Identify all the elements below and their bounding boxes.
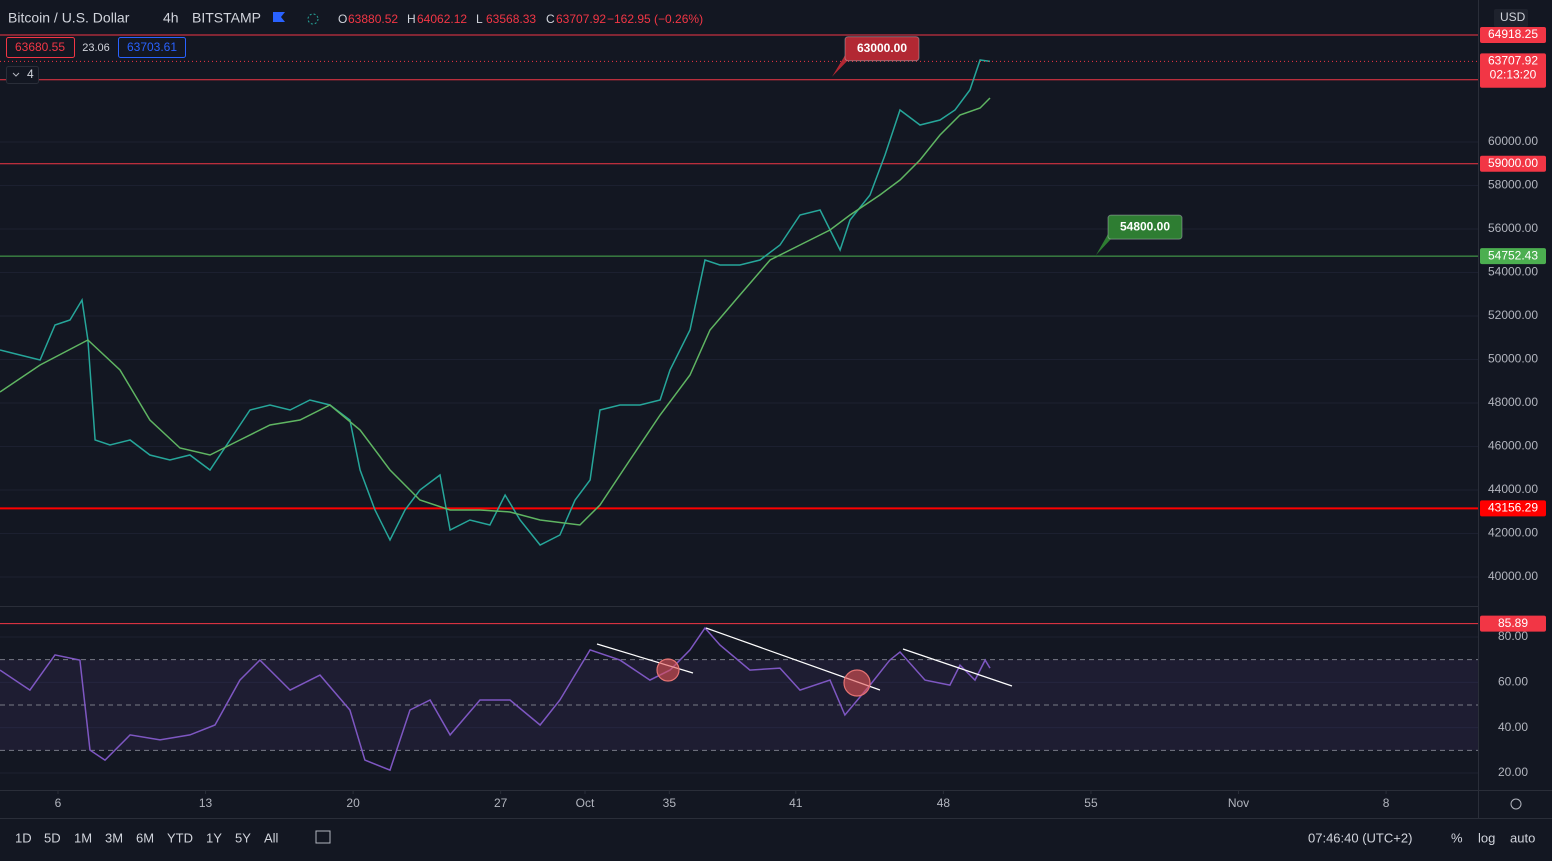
price-label: 64918.25 xyxy=(1488,27,1538,41)
y-tick-label: 20.00 xyxy=(1498,765,1528,779)
ohlc-key: O xyxy=(338,12,347,26)
clock: 07:46:40 (UTC+2) xyxy=(1308,830,1412,845)
y-tick-label: 44000.00 xyxy=(1488,482,1538,496)
range-button[interactable]: 5D xyxy=(44,830,61,845)
callout-label: 54800.00 xyxy=(1120,219,1170,233)
x-tick-label: 13 xyxy=(199,796,213,810)
change: −162.95 (−0.26%) xyxy=(607,12,703,26)
series-line xyxy=(0,97,991,526)
callout-box xyxy=(1107,214,1183,240)
y-tick-label: 46000.00 xyxy=(1488,439,1538,453)
trendline xyxy=(902,648,1013,687)
callout-box xyxy=(844,36,920,62)
x-tick-label: 41 xyxy=(789,796,803,810)
highlight xyxy=(656,658,680,682)
price-label: 85.89 xyxy=(1498,616,1528,630)
y-tick-label: 40000.00 xyxy=(1488,569,1538,583)
range-button[interactable]: 5Y xyxy=(235,830,251,845)
log-toggle[interactable]: log xyxy=(1478,830,1495,845)
price-label-bg xyxy=(1480,615,1546,632)
chevron xyxy=(12,72,20,77)
y-tick-label: 60000.00 xyxy=(1488,134,1538,148)
x-tick-label: Nov xyxy=(1228,796,1249,810)
interval: 4h xyxy=(163,10,179,26)
x-tick-label: 27 xyxy=(494,796,508,810)
y-tick-label: 40.00 xyxy=(1498,720,1528,734)
x-tick-label: 48 xyxy=(937,796,951,810)
spread: 23.06 xyxy=(82,42,110,54)
series-line xyxy=(0,626,991,772)
y-tick-label: 54000.00 xyxy=(1488,265,1538,279)
range-button[interactable]: 6M xyxy=(136,830,154,845)
currency: USD xyxy=(1500,10,1526,24)
x-tick-label: 55 xyxy=(1084,796,1098,810)
y-tick-label: 60.00 xyxy=(1498,675,1528,689)
price-label: 43156.29 xyxy=(1488,501,1538,515)
series-line xyxy=(0,59,991,546)
currency-box[interactable] xyxy=(1494,9,1528,27)
flag-icon[interactable] xyxy=(273,12,285,22)
price-label-bg xyxy=(1480,500,1546,517)
y-tick-label: 50000.00 xyxy=(1488,352,1538,366)
exchange: BITSTAMP xyxy=(192,10,261,26)
ohlc-value: 63707.92 xyxy=(556,12,606,26)
callout-label: 63000.00 xyxy=(857,41,907,55)
x-tick-label: 8 xyxy=(1383,796,1390,810)
x-tick-label: 20 xyxy=(346,796,360,810)
x-tick-label: 6 xyxy=(55,796,62,810)
price-label-bg xyxy=(1480,155,1546,172)
ohlc-value: 63880.52 xyxy=(348,12,398,26)
status-icon xyxy=(307,13,319,25)
range-button[interactable]: All xyxy=(264,830,279,845)
bid-box[interactable] xyxy=(6,37,75,58)
price-label-bg xyxy=(1480,248,1546,265)
range-button[interactable]: 1D xyxy=(15,830,32,845)
x-tick-label: 35 xyxy=(663,796,677,810)
last-price: 63707.92 xyxy=(1488,54,1538,68)
ohlc-value: 63568.33 xyxy=(486,12,536,26)
range-button[interactable]: 3M xyxy=(105,830,123,845)
settings-icon[interactable] xyxy=(1510,798,1522,810)
range-button[interactable]: 1Y xyxy=(206,830,222,845)
last-price-bg xyxy=(1480,53,1546,84)
indicator-count: 4 xyxy=(27,67,34,81)
indicator-toggle[interactable] xyxy=(6,66,39,84)
rsi-trendlines xyxy=(596,627,1013,697)
price-label: 54752.43 xyxy=(1488,248,1538,262)
range-button[interactable]: 1M xyxy=(74,830,92,845)
y-tick-label: 52000.00 xyxy=(1488,308,1538,322)
y-tick-label: 58000.00 xyxy=(1488,178,1538,192)
percent-toggle[interactable]: % xyxy=(1451,830,1463,845)
auto-toggle[interactable]: auto xyxy=(1510,830,1535,845)
ask-box[interactable] xyxy=(118,37,186,58)
ask: 63703.61 xyxy=(127,40,177,54)
bid: 63680.55 xyxy=(15,40,65,54)
date-range-icon[interactable] xyxy=(315,830,331,844)
ohlc-value: 64062.12 xyxy=(417,12,467,26)
price-label: 59000.00 xyxy=(1488,156,1538,170)
y-tick-label: 42000.00 xyxy=(1488,526,1538,540)
y-tick-label: 80.00 xyxy=(1498,629,1528,643)
range-button[interactable]: YTD xyxy=(167,830,193,845)
price-label-bg xyxy=(1480,27,1546,44)
y-tick-label: 56000.00 xyxy=(1488,221,1538,235)
ohlc-key: H xyxy=(407,12,416,26)
ohlc-key: C xyxy=(546,12,555,26)
highlight xyxy=(843,669,871,697)
symbol: Bitcoin / U.S. Dollar xyxy=(8,10,130,26)
ohlc-key: L xyxy=(476,12,483,26)
countdown: 02:13:20 xyxy=(1490,68,1537,82)
y-tick-label: 48000.00 xyxy=(1488,395,1538,409)
x-tick-label: Oct xyxy=(576,796,595,810)
